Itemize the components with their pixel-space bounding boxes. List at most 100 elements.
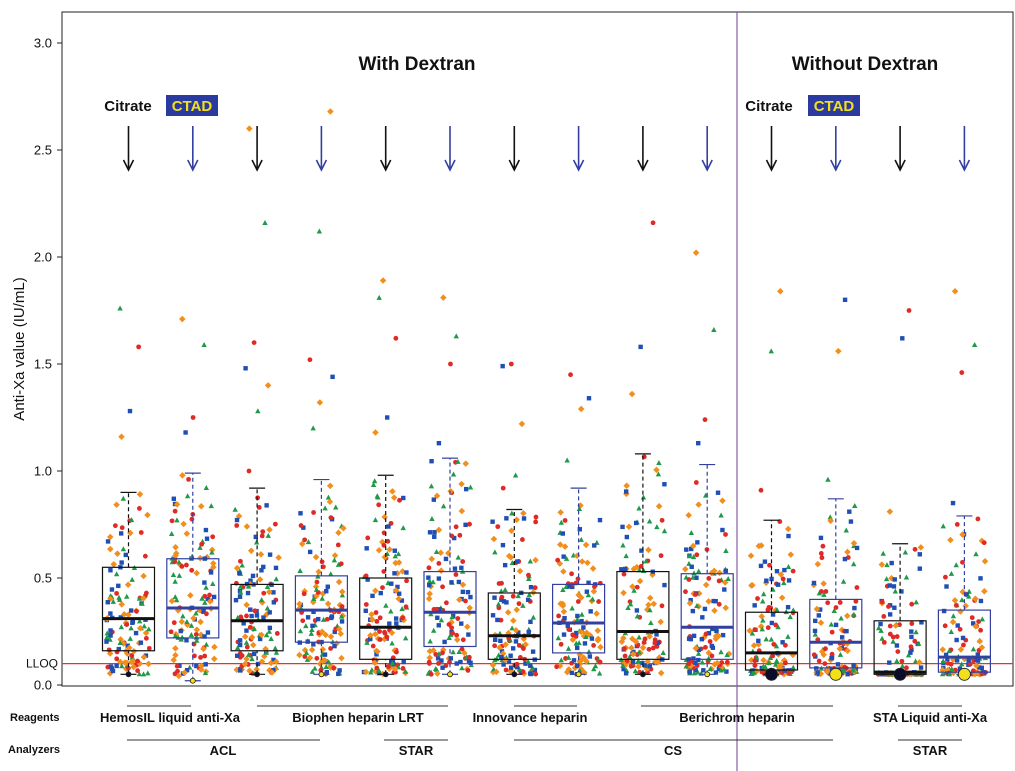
outlier-point — [758, 487, 764, 493]
data-point — [327, 633, 335, 640]
data-point — [180, 613, 186, 619]
arrow-head-12 — [894, 159, 906, 172]
data-point — [818, 551, 824, 556]
data-point — [210, 534, 216, 540]
data-point — [490, 535, 498, 543]
data-point — [388, 608, 394, 614]
data-point — [522, 641, 529, 648]
data-point — [326, 482, 334, 490]
min-marker-7 — [575, 671, 582, 678]
data-point — [655, 471, 662, 477]
data-point — [194, 663, 199, 669]
data-point — [392, 571, 397, 576]
data-point — [244, 628, 249, 633]
data-point — [628, 663, 634, 669]
data-point — [695, 501, 702, 508]
data-point — [710, 626, 715, 632]
data-point — [179, 564, 185, 569]
data-point — [449, 580, 454, 585]
data-point — [851, 662, 856, 668]
data-point — [521, 646, 526, 651]
data-point — [310, 596, 317, 602]
data-point — [440, 503, 447, 509]
outlier-point — [118, 433, 125, 441]
data-point — [302, 537, 308, 543]
data-point — [432, 534, 437, 539]
data-point — [296, 600, 303, 608]
outlier-point — [307, 357, 313, 363]
min-marker-2 — [254, 671, 261, 678]
data-point — [820, 580, 827, 587]
data-point — [173, 597, 180, 603]
data-point — [234, 644, 241, 650]
data-point — [134, 608, 139, 614]
data-point — [203, 641, 210, 647]
arrow-head-0 — [122, 159, 135, 172]
outlier-point — [835, 347, 842, 355]
data-point — [713, 670, 719, 675]
data-point — [686, 577, 692, 582]
data-point — [818, 535, 824, 541]
data-point — [580, 654, 587, 661]
data-point — [237, 583, 244, 589]
data-point — [714, 628, 719, 634]
data-point — [530, 614, 537, 620]
data-point — [811, 652, 817, 658]
data-point — [114, 550, 121, 557]
data-point — [436, 623, 441, 628]
min-marker-11 — [829, 667, 843, 681]
data-point — [120, 640, 127, 647]
data-point — [878, 621, 883, 627]
data-point — [426, 590, 433, 598]
data-point — [460, 559, 466, 564]
outlier-point — [906, 308, 912, 313]
data-point — [515, 559, 520, 564]
data-point — [690, 608, 696, 614]
data-point — [760, 617, 766, 623]
data-point — [328, 646, 334, 651]
data-point — [501, 599, 507, 604]
data-point — [172, 651, 179, 659]
data-point — [241, 621, 246, 626]
data-point — [703, 644, 708, 650]
data-point — [976, 619, 982, 624]
data-point — [426, 578, 433, 584]
data-point — [894, 643, 900, 648]
data-point — [384, 634, 390, 640]
data-point — [959, 661, 965, 667]
data-point — [627, 601, 634, 607]
data-point — [759, 626, 765, 632]
data-point — [363, 573, 369, 579]
data-point — [140, 671, 147, 677]
data-point — [315, 568, 322, 576]
data-point — [172, 578, 178, 584]
data-point — [396, 591, 402, 596]
data-point — [528, 585, 534, 590]
data-point — [790, 664, 796, 670]
data-point — [428, 611, 434, 617]
data-point — [783, 609, 789, 615]
data-point — [829, 651, 835, 657]
data-point — [683, 663, 689, 669]
outlier-point — [201, 341, 207, 347]
data-point — [237, 642, 243, 648]
data-point — [376, 670, 382, 676]
data-point — [502, 586, 508, 592]
data-point — [296, 651, 303, 659]
data-point — [426, 565, 432, 571]
data-point — [529, 665, 536, 671]
data-point — [118, 601, 125, 608]
data-point — [960, 559, 965, 565]
data-point — [312, 665, 318, 671]
outlier-point — [568, 372, 573, 378]
data-point — [205, 630, 211, 635]
outlier-point — [262, 219, 268, 225]
data-point — [711, 598, 716, 604]
data-point — [967, 661, 973, 667]
data-point — [237, 594, 243, 599]
data-point — [110, 668, 116, 674]
data-point — [953, 562, 959, 568]
data-point — [573, 552, 581, 560]
data-point — [782, 567, 787, 573]
data-point — [172, 508, 178, 514]
